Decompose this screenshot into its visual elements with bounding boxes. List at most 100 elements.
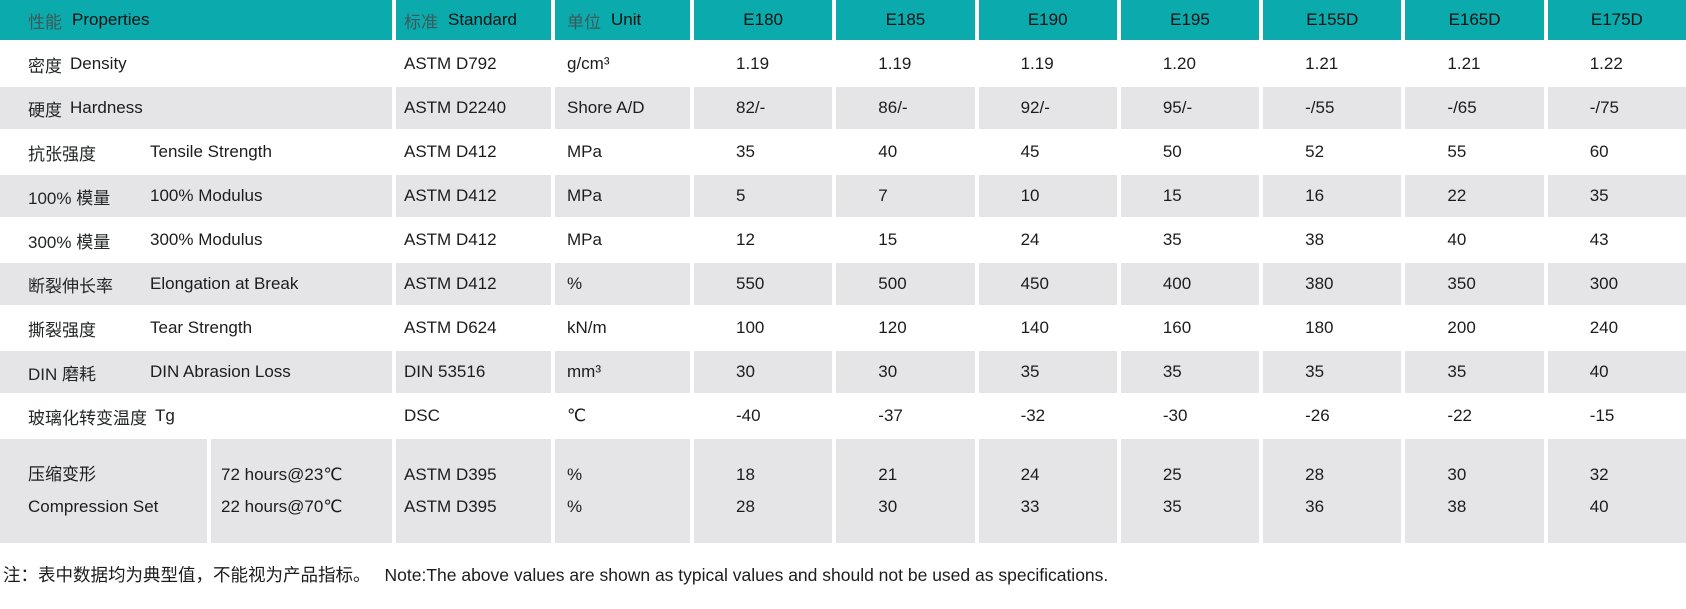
value-cell-e195: -30 [1120,395,1260,437]
unit-cell: MPa [555,219,690,261]
value-cell-e185: 86/- [836,87,975,129]
property-cell: DIN 磨耗 DIN Abrasion Loss [0,351,392,393]
grade-header-e165d: E165D [1405,0,1544,40]
table-row: 硬度 Hardness ASTM D2240 Shore A/D 82/- 86/- 92/… [0,87,1686,129]
compression-name-line: Compression Set [28,497,159,516]
standard-header-zh: 标准 [404,12,438,32]
value-cell-e195: 15 [1120,175,1260,217]
value-cell-e185: 120 [836,307,975,349]
standard-cell: ASTM D624 [396,307,551,349]
grade-header-e175d: E175D [1547,0,1686,40]
compression-condition-line: 22 hours@70℃ [221,497,343,516]
value-cell-e190: -32 [978,395,1117,437]
standard-cell: ASTM D412 [396,219,551,261]
value-cell-e155d: 16 [1263,175,1402,217]
value-cell-e155d: 38 [1263,219,1402,261]
compression-value-line: 28 [736,497,755,516]
value-cell-e165d: 200 [1405,307,1544,349]
compression-value-cell-e175d: 32 40 [1547,439,1686,543]
compression-value-line: 32 [1589,465,1609,484]
compression-condition-line: 72 hours@23℃ [221,465,343,484]
standard-cell: ASTM D412 [396,131,551,173]
property-cell: 300% 模量 300% Modulus [0,219,392,261]
compression-standard-cell: ASTM D395 ASTM D395 [396,439,551,543]
compression-unit-line: % [567,497,583,516]
grade-header-e195: E195 [1120,0,1260,40]
value-cell-e185: -37 [836,395,975,437]
value-cell-e165d: -22 [1405,395,1544,437]
compression-value-cell-e190: 24 33 [978,439,1117,543]
compression-value-cell-e185: 21 30 [836,439,975,543]
property-label-zh: 300% 模量 [28,232,111,252]
table-header-row: 性能 Properties 标准 Standard 单位 Unit E180 E185 E190… [0,0,1686,40]
property-cell: 撕裂强度 Tear Strength [0,307,392,349]
unit-cell: ℃ [555,395,690,437]
compression-value-line: 38 [1447,497,1467,516]
value-cell-e155d: 1.21 [1263,43,1402,85]
unit-cell: MPa [555,175,690,217]
table-row: 抗张强度 Tensile Strength ASTM D412 MPa 35 40 45 50… [0,131,1686,173]
compression-set-row: 压缩变形 Compression Set 72 hours@23℃ 22 hours@… [0,439,1686,543]
value-cell-e180: 30 [694,351,833,393]
property-label-zh: 玻璃化转变温度 [28,408,147,428]
value-cell-e180: 100 [694,307,833,349]
compression-value-cell-e180: 18 28 [694,439,833,543]
value-cell-e190: 450 [978,263,1117,305]
value-cell-e155d: 380 [1263,263,1402,305]
value-cell-e195: 400 [1120,263,1260,305]
value-cell-e165d: 55 [1405,131,1544,173]
unit-header-en: Unit [611,10,642,29]
value-cell-e180: 35 [694,131,833,173]
value-cell-e180: 550 [694,263,833,305]
value-cell-e175d: 40 [1547,351,1686,393]
value-cell-e165d: 35 [1405,351,1544,393]
property-label-en: 300% Modulus [150,230,263,249]
compression-value-line: 36 [1305,497,1325,516]
value-cell-e155d: -/55 [1263,87,1402,129]
table-row: 密度 Density ASTM D792 g/cm³ 1.19 1.19 1.19 1.20 1… [0,43,1686,85]
standard-cell: ASTM D792 [396,43,551,85]
compression-value-line: 18 [736,465,755,484]
footnote-zh: 注：表中数据均为典型值，不能视为产品指标。 [3,565,371,585]
grade-header-e155d: E155D [1263,0,1402,40]
property-cell: 100% 模量 100% Modulus [0,175,392,217]
compression-value-cell-e155d: 28 36 [1263,439,1402,543]
table-row: 300% 模量 300% Modulus ASTM D412 MPa 12 15 24 35 3… [0,219,1686,261]
value-cell-e175d: -/75 [1547,87,1686,129]
unit-cell: kN/m [555,307,690,349]
unit-cell: MPa [555,131,690,173]
compression-condition-cell: 72 hours@23℃ 22 hours@70℃ [211,439,392,543]
value-cell-e185: 7 [836,175,975,217]
standard-header-cell: 标准 Standard [396,0,551,40]
property-label-en: Tensile Strength [150,142,272,161]
standard-cell: ASTM D2240 [396,87,551,129]
unit-cell: % [555,263,690,305]
standard-cell: ASTM D412 [396,263,551,305]
property-label-en: DIN Abrasion Loss [150,362,291,381]
compression-value-cell-e195: 25 35 [1120,439,1260,543]
grade-header-e180: E180 [694,0,833,40]
unit-header-cell: 单位 Unit [555,0,690,40]
property-label-zh: 撕裂强度 [28,320,96,340]
property-header-en: Properties [72,10,150,29]
value-cell-e180: 1.19 [694,43,833,85]
value-cell-e155d: 35 [1263,351,1402,393]
property-label-zh: 抗张强度 [28,144,96,164]
compression-name-cell: 压缩变形 Compression Set [0,439,207,543]
property-header-zh: 性能 [28,12,62,32]
unit-cell: mm³ [555,351,690,393]
value-cell-e175d: 35 [1547,175,1686,217]
value-cell-e195: 1.20 [1120,43,1260,85]
value-cell-e175d: 1.22 [1547,43,1686,85]
table-row: 100% 模量 100% Modulus ASTM D412 MPa 5 7 10 15 16 2… [0,175,1686,217]
value-cell-e195: 50 [1120,131,1260,173]
value-cell-e190: 92/- [978,87,1117,129]
table-row: 玻璃化转变温度 Tg DSC ℃ -40 -37 -32 -30 -26 -22 -15 [0,395,1686,437]
compression-value-line: 24 [1020,465,1040,484]
value-cell-e190: 1.19 [978,43,1117,85]
compression-value-cell-e165d: 30 38 [1405,439,1544,543]
value-cell-e175d: 240 [1547,307,1686,349]
property-label-zh: 断裂伸长率 [28,276,113,296]
value-cell-e165d: -/65 [1405,87,1544,129]
value-cell-e190: 24 [978,219,1117,261]
